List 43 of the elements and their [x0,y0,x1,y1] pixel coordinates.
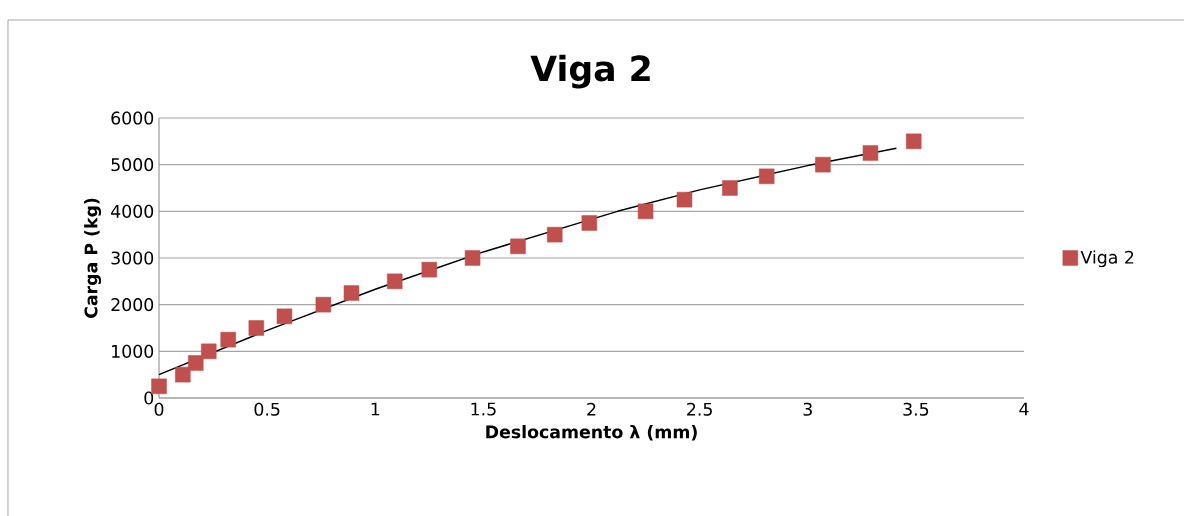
point [547,226,563,243]
y-tick-label: 5000 [111,158,154,172]
point [905,133,922,150]
point [151,378,167,395]
x-tick-label: 4 [1019,402,1029,416]
point [248,320,265,336]
point [175,366,191,383]
point [276,308,293,325]
point [220,331,236,348]
x-tick-label: 2.5 [687,402,712,416]
y-tick-label: 3000 [111,251,154,265]
y-tick-label: 4000 [111,204,154,218]
point [188,355,204,371]
y-tick-label: 2000 [111,298,154,312]
y-tick-label: 6000 [111,111,154,125]
x-tick-label: 1 [371,402,380,416]
y-tick-label: 0 [144,391,154,405]
point [201,343,217,360]
x-tick-label: 2 [587,402,596,416]
line-series [158,147,898,376]
point [862,145,879,161]
point [758,168,775,185]
point [581,215,598,231]
point [510,238,526,255]
point [464,250,481,266]
point [637,203,654,220]
chart-title: Viga 2 [530,54,650,89]
y-axis-title: Carga P (kg) [84,198,102,318]
x-tick-label: 0 [154,402,164,416]
point [722,180,738,196]
point [815,156,831,173]
x-tick-label: 3 [803,402,812,416]
x-tick-label: 0.5 [254,402,280,416]
point [676,191,693,208]
legend-label: Viga 2 [1080,250,1134,268]
point [343,285,360,301]
point [421,261,438,278]
point [315,296,332,313]
x-tick-label: 1.5 [471,402,496,416]
x-axis-title: Deslocamento λ (mm) [486,424,697,441]
y-tick-label: 1000 [112,344,154,358]
x-tick-label: 3.5 [903,402,929,416]
point [386,273,403,290]
